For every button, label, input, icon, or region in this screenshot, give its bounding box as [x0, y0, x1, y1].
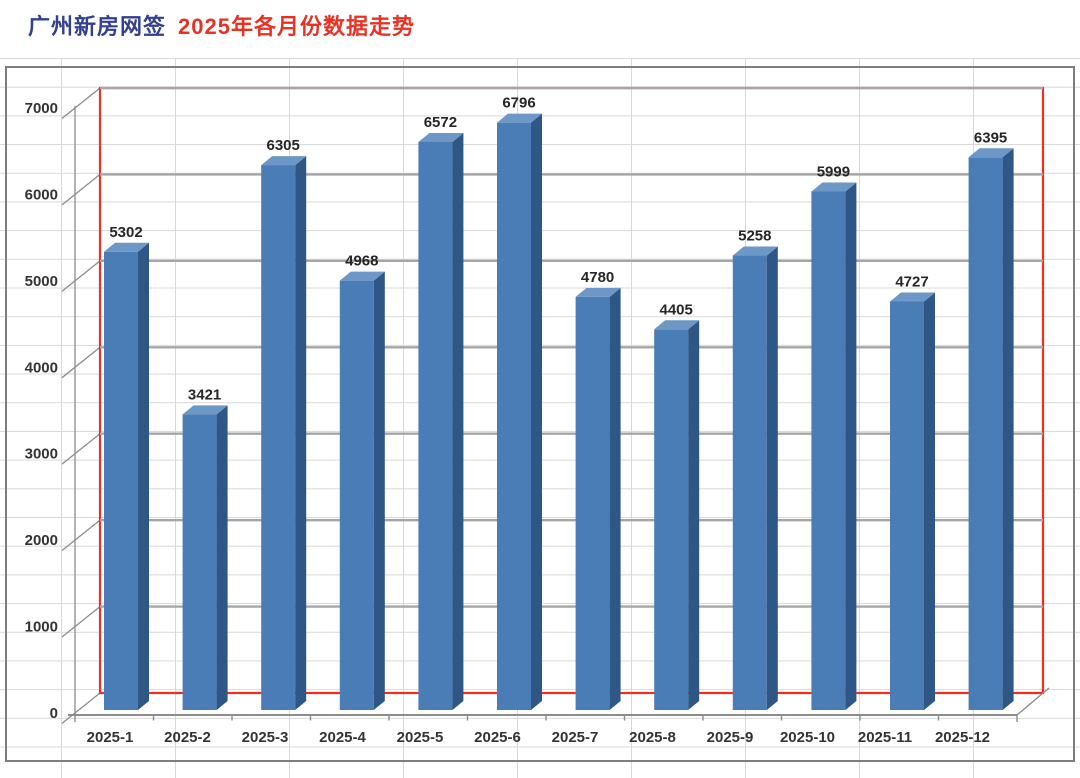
bar-front-face[interactable] [811, 191, 846, 710]
bar-front-face[interactable] [418, 141, 453, 710]
bar-side-face[interactable] [609, 287, 621, 710]
bar-data-label: 4968 [345, 253, 378, 270]
bar-side-face[interactable] [531, 113, 542, 711]
bar-data-label: 3421 [188, 386, 221, 403]
bar-side-face[interactable] [845, 182, 857, 710]
bar-front-face[interactable] [339, 280, 374, 710]
bar-top-face[interactable] [497, 113, 542, 123]
bar-front-face[interactable] [654, 329, 689, 710]
bar-data-label: 4405 [660, 301, 693, 318]
chart-title: 广州新房网签 2025年各月份数据走势 [28, 9, 415, 41]
y-axis-label: 2000 [25, 532, 58, 549]
y-axis-tick-line [61, 346, 101, 379]
y-axis-tick-line [61, 606, 101, 638]
floor-right-edge [1016, 687, 1050, 716]
bar-data-label: 5302 [109, 224, 142, 241]
bar-top-face[interactable] [261, 156, 307, 166]
bar-front-face[interactable] [968, 157, 1003, 710]
x-axis-label: 2025-11 [858, 729, 912, 746]
y-axis-tick-line [61, 519, 101, 552]
bar-top-face[interactable] [811, 182, 857, 192]
y-axis-tick-line [61, 173, 101, 206]
bar-data-label: 5999 [817, 164, 850, 181]
bar-top-face[interactable] [104, 242, 149, 252]
bar-side-face[interactable] [452, 132, 464, 710]
bar-top-face[interactable] [968, 148, 1014, 158]
bar-data-label: 4727 [895, 273, 928, 290]
bar-side-face[interactable] [924, 292, 935, 710]
bar-data-label: 6305 [267, 137, 300, 154]
y-axis-tick-line [61, 433, 101, 465]
x-axis-label: 2025-10 [780, 729, 835, 746]
y-axis-tick-line [61, 87, 101, 119]
x-axis-label: 2025-6 [474, 729, 521, 746]
bar-top-face[interactable] [182, 405, 228, 415]
x-axis-label: 2025-9 [707, 729, 754, 746]
bar-top-face[interactable] [418, 132, 464, 142]
bar-side-face[interactable] [1002, 148, 1014, 710]
bar-front-face[interactable] [261, 165, 296, 710]
bar-side-face[interactable] [138, 242, 149, 710]
x-axis-label: 2025-3 [242, 729, 289, 746]
y-axis-tick-line [61, 260, 101, 292]
bar-front-face[interactable] [575, 296, 610, 710]
bar-side-face[interactable] [688, 320, 700, 710]
bar-side-face[interactable] [295, 156, 307, 710]
y-axis-tick-line [61, 692, 101, 724]
bar-side-face[interactable] [373, 271, 385, 710]
bar-top-face[interactable] [339, 271, 385, 281]
bar-data-label: 6796 [502, 95, 535, 112]
y-axis-label: 7000 [25, 100, 58, 117]
bar-data-label: 6395 [974, 129, 1007, 146]
y-axis-label: 3000 [25, 446, 58, 463]
bar-side-face[interactable] [216, 405, 228, 710]
x-axis-label: 2025-8 [629, 729, 676, 746]
bar-top-face[interactable] [654, 320, 700, 330]
bar-front-face[interactable] [732, 255, 767, 710]
x-axis-label: 2025-2 [164, 729, 211, 746]
x-axis-label: 2025-7 [552, 729, 599, 746]
y-axis-label: 4000 [25, 359, 58, 376]
y-axis-label: 5000 [25, 273, 58, 290]
bar-top-face[interactable] [890, 292, 935, 302]
bar-top-face[interactable] [575, 287, 621, 297]
y-axis-label: 0 [50, 705, 58, 722]
bar-top-face[interactable] [732, 246, 778, 256]
chart-object-frame[interactable] [5, 66, 1075, 762]
bar-front-face[interactable] [497, 122, 531, 711]
bar-data-label: 5258 [738, 228, 771, 245]
bar-side-face[interactable] [766, 246, 778, 710]
y-axis-label: 6000 [25, 186, 58, 203]
bar-front-face[interactable] [890, 301, 924, 710]
bar-front-face[interactable] [182, 414, 217, 710]
bar-data-label: 4780 [581, 269, 614, 286]
chart-title-part1: 广州新房网签 [28, 14, 167, 39]
bar-data-label: 6572 [424, 114, 457, 131]
x-axis-label: 2025-1 [87, 729, 134, 746]
x-axis-label: 2025-12 [935, 729, 990, 746]
x-axis-label: 2025-4 [319, 729, 366, 746]
bar-front-face[interactable] [104, 251, 138, 710]
x-axis-label: 2025-5 [397, 729, 444, 746]
y-axis-label: 1000 [25, 619, 58, 636]
chart-title-part2: 2025年各月份数据走势 [178, 14, 415, 39]
